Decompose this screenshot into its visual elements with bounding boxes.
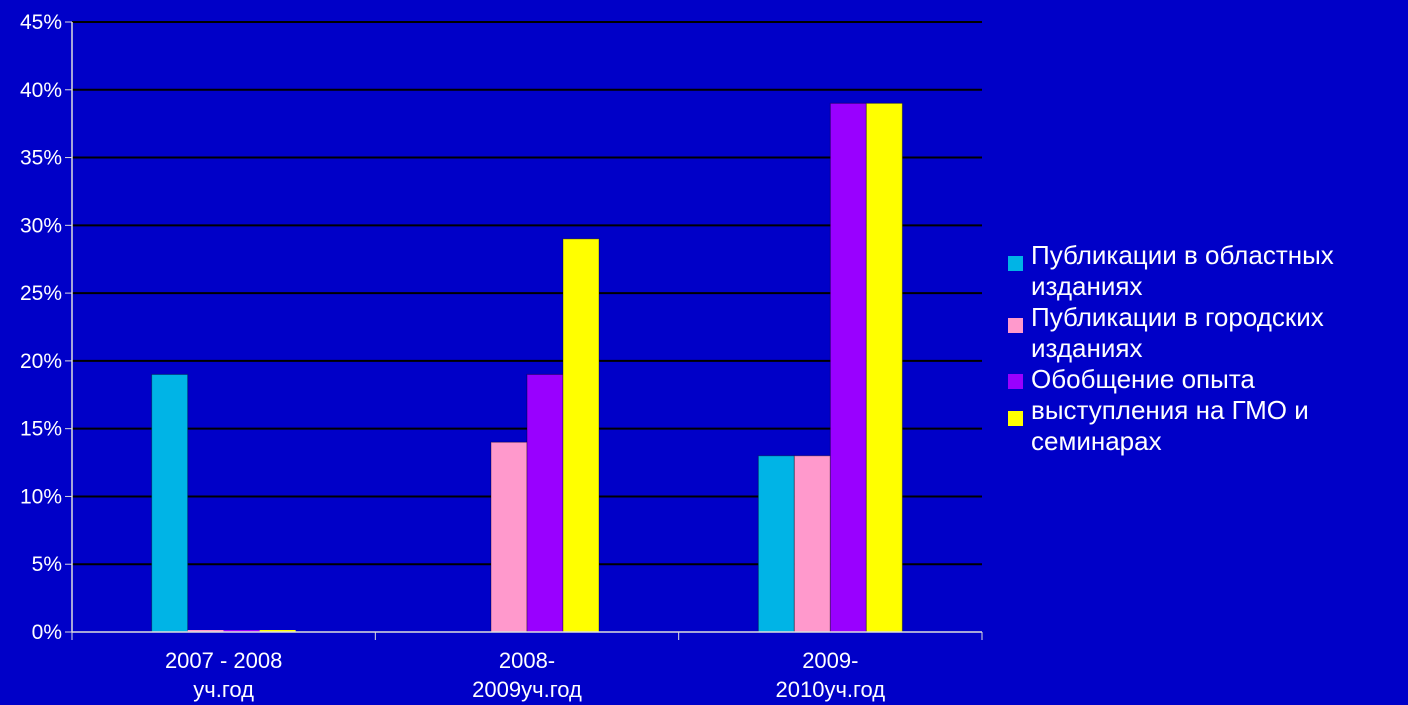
y-tick-label: 40% xyxy=(20,79,62,102)
bar xyxy=(757,455,795,633)
bar xyxy=(793,455,831,633)
bar xyxy=(490,441,528,633)
bar-zero-marker xyxy=(187,630,224,632)
y-tick-label: 30% xyxy=(20,214,62,237)
legend-label: Публикации в городских xyxy=(1031,302,1324,332)
legend-swatch xyxy=(1008,256,1023,271)
legend-swatch xyxy=(1008,411,1023,426)
legend-label: изданиях xyxy=(1031,333,1143,363)
legend-item: выступления на ГМО и семинарах xyxy=(1004,395,1404,457)
legend-swatch xyxy=(1008,374,1023,389)
legend-label: выступления на ГМО и xyxy=(1031,395,1309,425)
bar xyxy=(865,102,903,633)
y-tick-label: 20% xyxy=(20,350,62,373)
legend-swatch xyxy=(1008,318,1023,333)
bar-zero-marker xyxy=(259,630,296,632)
legend-item: Публикации в областных изданиях xyxy=(1004,240,1404,302)
bars xyxy=(151,102,903,633)
axes xyxy=(65,21,983,640)
y-axis-tick-labels: 0% 5% 10% 15% 20% 25% 30% 35% 40% 45% xyxy=(20,11,62,644)
legend: Публикации в областных изданиях Публикации… xyxy=(1004,240,1404,457)
gridlines xyxy=(72,21,982,566)
y-tick-label: 10% xyxy=(20,485,62,508)
legend-item: Обобщение опыта xyxy=(1004,364,1404,395)
y-tick-label: 45% xyxy=(20,11,62,34)
y-tick-label: 25% xyxy=(20,282,62,305)
bar xyxy=(151,373,189,633)
x-category-label: 2009-2010уч.год xyxy=(776,648,886,702)
bar xyxy=(562,238,600,633)
legend-item: Публикации в городских изданиях xyxy=(1004,302,1404,364)
x-axis-category-labels: 2007 - 2008 уч.год 2008-2009уч.год 2009-201… xyxy=(165,648,885,702)
legend-label: Обобщение опыта xyxy=(1031,364,1255,394)
y-tick-label: 15% xyxy=(20,418,62,441)
x-category-label: 2007 - 2008 уч.год xyxy=(165,648,282,702)
bar xyxy=(829,102,867,633)
y-tick-label: 0% xyxy=(32,621,62,644)
legend-label: семинарах xyxy=(1031,426,1162,456)
y-tick-label: 5% xyxy=(32,553,62,576)
bar xyxy=(526,373,564,633)
x-category-label: 2008-2009уч.год xyxy=(472,648,582,702)
bar-zero-marker xyxy=(223,630,260,632)
y-tick-label: 35% xyxy=(20,147,62,170)
legend-label: изданиях xyxy=(1031,271,1143,301)
legend-label: Публикации в областных xyxy=(1031,240,1334,270)
